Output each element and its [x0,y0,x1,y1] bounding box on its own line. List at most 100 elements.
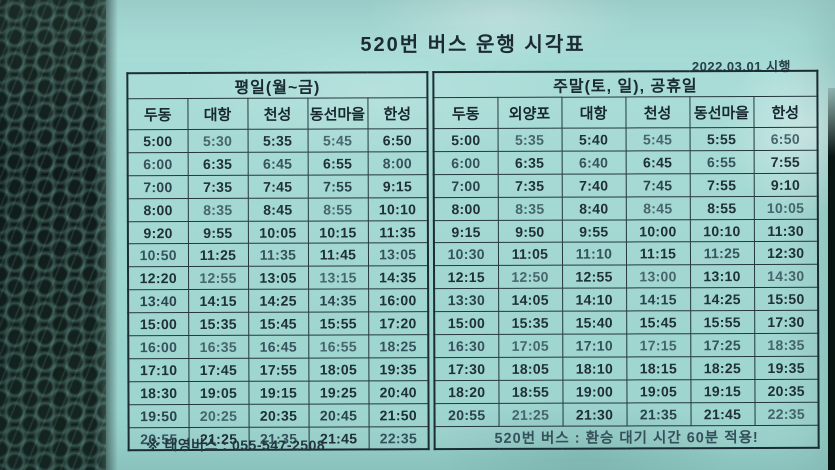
timetable-row: 6:00 6:35 6:40 6:45 6:55 7:55 [433,150,818,175]
time-cell: 16:45 [248,335,309,359]
time-cell: 8:00 [433,197,498,221]
timetable-row: 16:00 16:35 16:45 16:55 18:25 [128,334,429,359]
time-cell: 5:00 [433,128,498,152]
time-cell: 21:25 [498,402,563,426]
timetable-row: 5:00 5:35 5:40 5:45 5:55 6:50 [433,127,818,152]
timetable-row: 8:00 8:35 8:45 8:55 10:10 [127,197,428,222]
time-cell: 18:55 [498,379,563,404]
time-cell: 7:35 [497,173,562,198]
time-cell: 15:55 [308,311,369,336]
time-cell: 15:45 [248,312,309,336]
time-cell: 11:35 [247,243,309,267]
time-cell: 10:00 [625,219,690,243]
time-cell: 17:30 [754,310,819,334]
timetable-row: 20:55 21:25 21:30 21:35 21:45 22:35 [434,401,819,427]
time-cell: 7:55 [689,173,754,197]
weekday-timetable: 평일(월~금) 두동 대항 천성 동선마을 한성 5:00 5:30 5:35 5:45 6:50 6… [126,71,430,452]
time-cell: 20:35 [248,403,309,427]
time-cell: 17:10 [562,333,627,358]
effective-date: 2022.03.01 시행 [691,59,791,74]
time-cell: 16:35 [188,335,249,359]
time-cell: 19:05 [188,381,249,405]
time-cell: 5:35 [247,129,308,153]
timetable-tables: 평일(월~금) 두동 대항 천성 동선마을 한성 5:00 5:30 5:35 5:45 6:50 6… [126,69,820,452]
time-cell: 16:30 [434,334,499,358]
time-cell: 19:00 [562,379,627,403]
time-cell: 14:15 [626,287,691,312]
time-cell: 5:30 [187,129,248,153]
time-cell: 12:15 [434,265,499,289]
time-cell: 8:55 [689,196,754,220]
time-cell: 6:45 [625,150,690,174]
timetable-row: 13:30 14:05 14:10 14:15 14:25 15:50 [434,287,819,312]
column-header: 두동 [127,98,188,130]
time-cell: 9:20 [127,221,188,245]
time-cell: 21:45 [690,402,755,426]
time-cell: 20:35 [754,379,819,403]
timetable-row: 5:00 5:30 5:35 5:45 6:50 [127,128,428,153]
time-cell: 14:15 [188,289,249,313]
column-header: 대항 [187,98,248,130]
time-cell: 6:00 [127,152,188,176]
time-cell: 14:35 [368,266,429,290]
time-cell: 9:15 [433,219,498,244]
timetable-row: 15:00 15:35 15:40 15:45 15:55 17:30 [434,310,819,335]
time-cell: 8:45 [247,197,308,221]
time-cell: 5:55 [689,127,754,151]
timetable-row: 7:00 7:35 7:40 7:45 7:55 9:10 [433,173,818,198]
column-header: 동선마을 [307,97,368,130]
time-cell: 13:15 [308,266,369,290]
time-cell: 13:05 [248,266,309,290]
time-cell: 19:50 [128,404,189,428]
weekend-timetable: 주말(토, 일), 공휴일 두동 외양포 대항 천성 동선마을 한성 5:00 5:35 5:40… [432,69,820,451]
time-cell: 12:30 [753,241,819,265]
time-cell: 7:00 [127,175,188,199]
time-cell: 13:05 [367,243,429,267]
time-cell: 12:55 [562,265,627,289]
column-header: 동선마을 [689,96,754,128]
time-cell: 14:05 [498,288,563,312]
time-cell: 12:55 [188,266,249,290]
time-cell: 14:25 [690,287,755,311]
time-cell: 12:50 [498,265,563,289]
time-cell: 8:00 [127,198,188,222]
time-cell: 11:35 [367,220,428,244]
time-cell: 5:40 [561,127,626,152]
column-header: 한성 [753,96,818,128]
time-cell: 17:55 [248,357,309,382]
operator-phone-note: ※ 태영버스 : 055-547-2508 [146,437,326,453]
timetable-row: 7:00 7:35 7:45 7:55 9:15 [127,174,428,199]
time-cell: 7:40 [561,173,626,197]
transfer-note: 520번 버스 : 환승 대기 시간 60분 적용! [434,424,819,450]
timetable-row: 10:50 11:25 11:35 11:45 13:05 [127,243,429,268]
section-title: 주말(토, 일), 공휴일 [433,70,818,98]
time-cell: 11:05 [497,242,563,266]
column-header: 대항 [561,96,626,129]
time-cell: 7:00 [433,174,498,198]
time-cell: 11:30 [753,218,818,242]
time-cell: 13:00 [626,265,691,289]
time-cell: 10:50 [127,243,189,268]
time-cell: 19:35 [368,357,429,381]
timetable-row: 12:20 12:55 13:05 13:15 14:35 [128,266,429,290]
time-cell: 5:45 [625,127,690,151]
time-cell: 7:55 [307,174,368,198]
time-cell: 22:35 [754,401,819,426]
bubble-wrap-panel [0,0,106,470]
time-cell: 14:25 [248,289,309,313]
timetable-row: 17:30 18:05 18:10 18:15 18:25 19:35 [434,356,819,381]
time-cell: 20:25 [188,403,249,428]
time-cell: 15:45 [626,310,691,334]
page-title: 520번 버스 운행 시각표 [360,34,586,56]
time-cell: 21:50 [368,403,429,427]
timetable-row: 18:20 18:55 19:00 19:05 19:15 20:35 [434,379,819,404]
time-cell: 7:55 [753,150,818,174]
time-cell: 6:40 [561,150,626,174]
timetable-row: 16:30 17:05 17:10 17:15 17:25 18:35 [434,333,819,358]
time-cell: 8:35 [497,196,562,220]
time-cell: 14:35 [308,289,369,313]
time-cell: 10:05 [753,195,818,220]
timetable-row: 18:30 19:05 19:15 19:25 20:40 [128,380,429,405]
time-cell: 18:10 [562,356,627,380]
